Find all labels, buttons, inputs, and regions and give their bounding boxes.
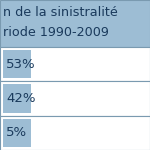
Bar bbox=[3, 84, 31, 113]
Bar bbox=[0, 81, 150, 116]
Bar bbox=[0, 47, 150, 81]
Text: 53%: 53% bbox=[6, 58, 36, 71]
Text: n de la sinistralité: n de la sinistralité bbox=[3, 6, 118, 20]
Bar bbox=[3, 50, 31, 78]
Bar bbox=[0, 116, 150, 150]
Text: riode 1990-2009: riode 1990-2009 bbox=[3, 26, 109, 39]
Bar bbox=[0, 0, 150, 47]
Text: 42%: 42% bbox=[6, 92, 36, 105]
Text: 5%: 5% bbox=[6, 126, 27, 139]
Bar bbox=[3, 119, 31, 147]
